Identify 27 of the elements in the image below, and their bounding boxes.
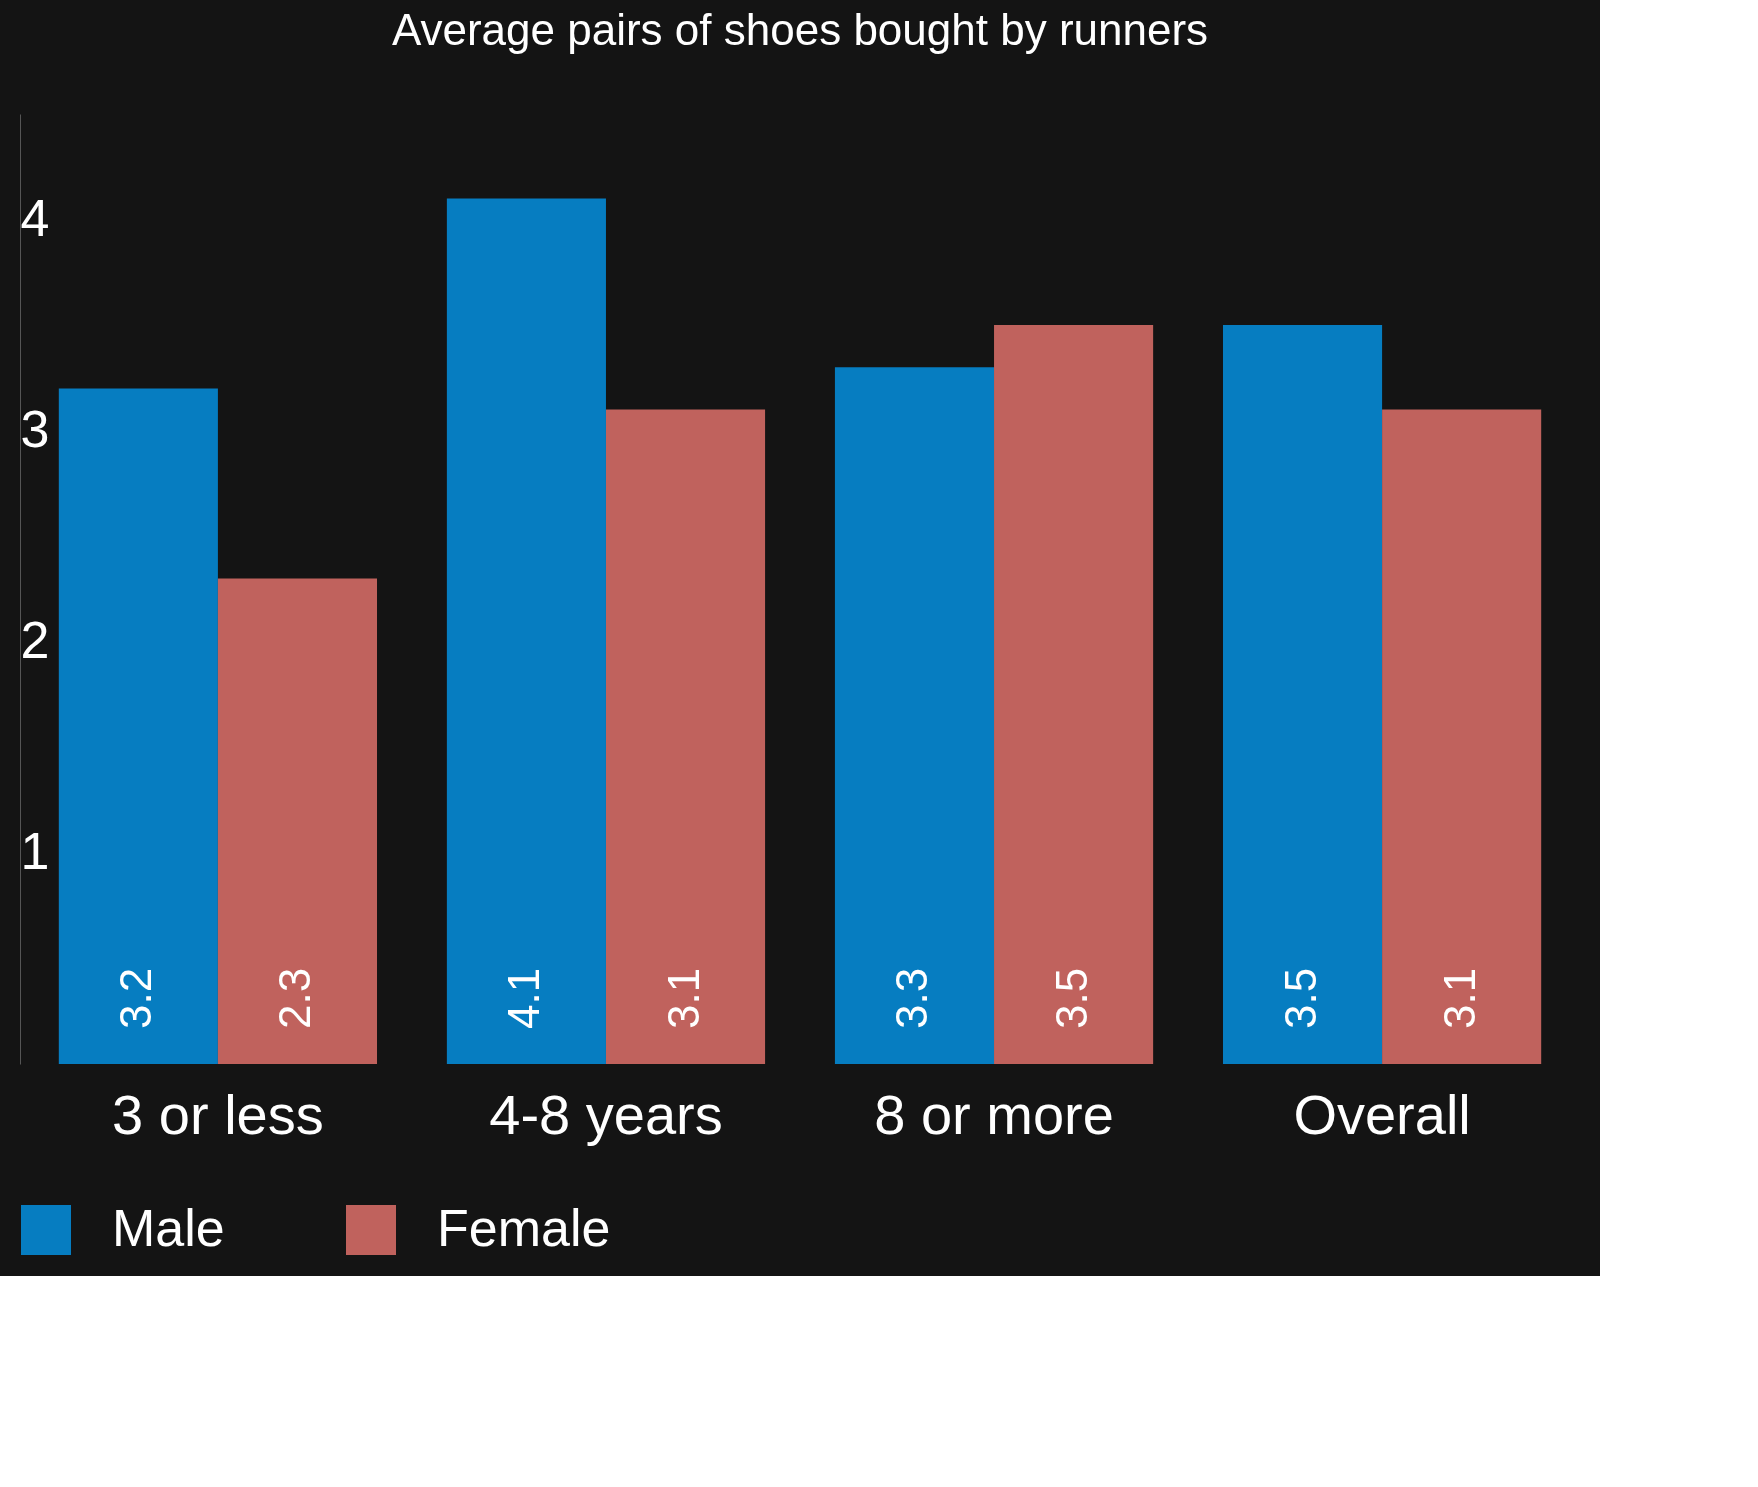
bar bbox=[217, 578, 378, 1064]
y-tick-label: 1 bbox=[20, 822, 50, 881]
data-label: 2.3 bbox=[270, 967, 320, 1029]
bar bbox=[1222, 325, 1383, 1064]
y-tick-label: 3 bbox=[20, 400, 50, 459]
x-tick-label: 8 or more bbox=[874, 1082, 1114, 1146]
legend-label: Male bbox=[112, 1199, 225, 1257]
x-tick-label: 4-8 years bbox=[489, 1082, 723, 1146]
bar bbox=[1382, 409, 1542, 1064]
bar bbox=[834, 367, 995, 1064]
bar bbox=[605, 409, 766, 1064]
legend-label: Female bbox=[437, 1199, 611, 1257]
data-label: 3.5 bbox=[1046, 967, 1096, 1029]
bar bbox=[446, 198, 606, 1064]
y-tick-label: 2 bbox=[20, 611, 50, 670]
data-label: 3.1 bbox=[658, 967, 708, 1029]
x-tick-label: Overall bbox=[1293, 1082, 1471, 1146]
x-tick-label: 3 or less bbox=[112, 1082, 324, 1146]
data-label: 3.5 bbox=[1275, 967, 1325, 1029]
data-label: 3.1 bbox=[1434, 967, 1484, 1029]
bar bbox=[994, 325, 1154, 1064]
data-label: 3.2 bbox=[111, 967, 161, 1029]
data-label: 3.3 bbox=[887, 967, 937, 1029]
chart-title: Average pairs of shoes bought by runners bbox=[391, 5, 1209, 54]
data-label: 4.1 bbox=[499, 967, 549, 1029]
y-tick-label: 4 bbox=[20, 189, 50, 248]
bar bbox=[58, 388, 218, 1064]
